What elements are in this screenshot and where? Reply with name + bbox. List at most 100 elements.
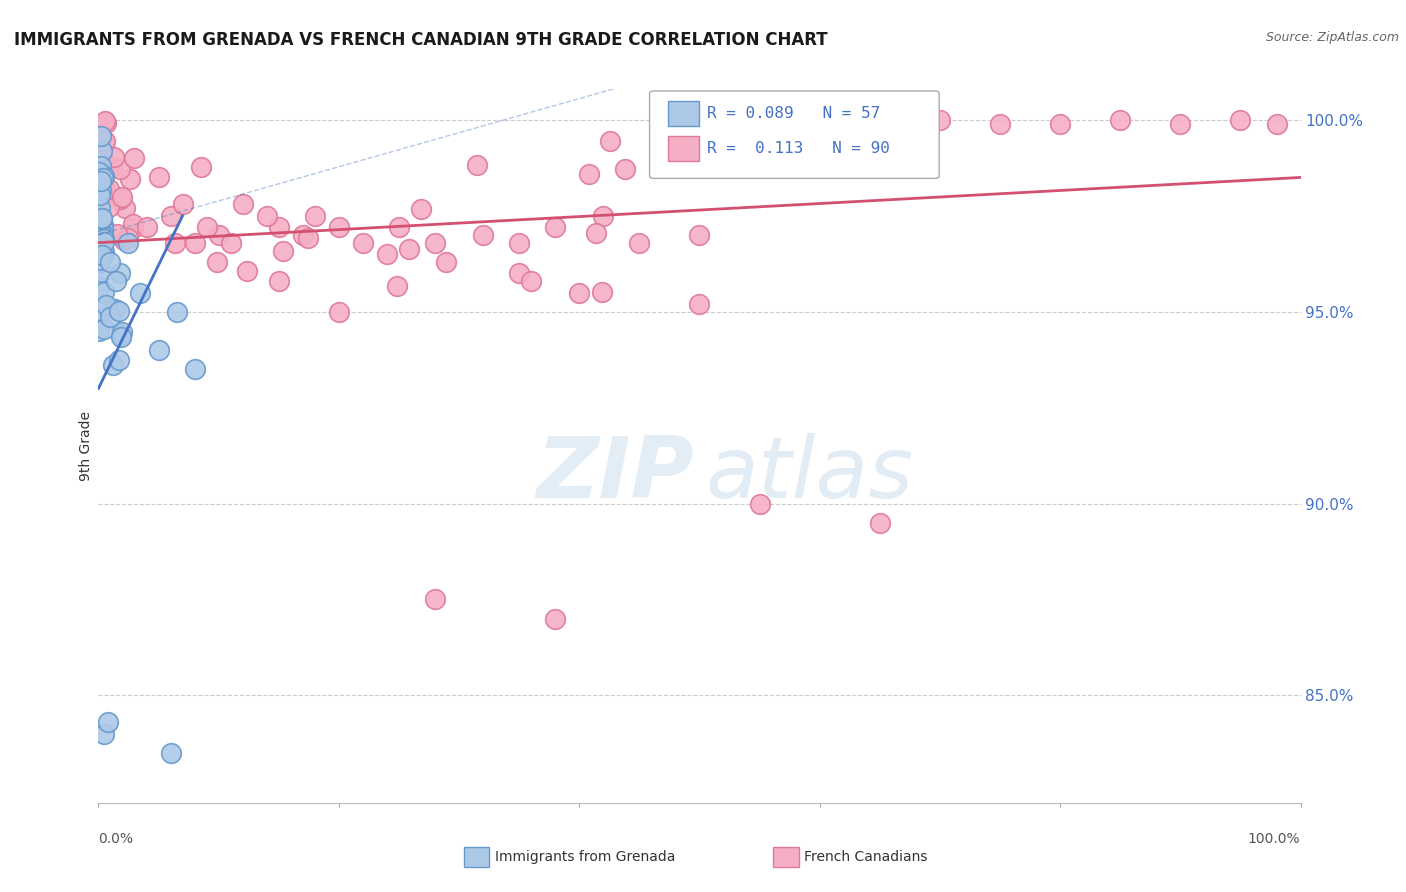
Point: [520, 274, 543, 288]
Point: [111, 189, 134, 203]
Point: [1049, 117, 1071, 131]
Text: Immigrants from Grenada: Immigrants from Grenada: [495, 850, 675, 864]
Point: [89, 201, 111, 215]
Point: [105, 274, 128, 288]
Point: [236, 264, 259, 278]
Point: [423, 592, 446, 607]
Point: [108, 192, 131, 206]
Point: [183, 235, 205, 250]
Point: [89, 213, 111, 227]
Point: [267, 274, 290, 288]
Point: [398, 243, 420, 257]
Point: [375, 247, 398, 261]
Point: [135, 220, 157, 235]
Text: ZIP: ZIP: [536, 433, 693, 516]
Point: [388, 220, 411, 235]
Point: [94, 116, 117, 130]
Point: [124, 151, 146, 165]
Point: [352, 235, 374, 250]
Point: [100, 255, 122, 269]
Point: [1170, 117, 1192, 131]
Point: [91, 211, 114, 226]
Point: [591, 285, 613, 299]
Point: [98, 310, 121, 324]
Point: [90, 159, 112, 173]
Point: [808, 112, 831, 127]
Point: [165, 235, 187, 250]
Point: [508, 266, 530, 280]
Point: [208, 227, 231, 242]
Point: [87, 256, 110, 270]
Point: [117, 235, 139, 250]
Point: [97, 182, 120, 196]
Point: [689, 227, 711, 242]
Point: [87, 280, 110, 294]
Point: [628, 235, 651, 250]
Point: [869, 516, 891, 530]
Point: [91, 233, 114, 247]
Point: [232, 197, 254, 211]
Point: [159, 209, 181, 223]
Text: Source: ZipAtlas.com: Source: ZipAtlas.com: [1265, 31, 1399, 45]
Point: [108, 352, 131, 367]
Point: [93, 285, 115, 300]
Point: [89, 235, 111, 249]
Point: [328, 220, 350, 235]
Point: [304, 209, 326, 223]
Point: [87, 164, 110, 178]
Point: [97, 715, 120, 730]
Point: [205, 255, 228, 269]
Point: [91, 219, 114, 233]
Point: [1109, 112, 1132, 127]
Point: [107, 304, 129, 318]
Point: [101, 160, 124, 174]
Point: [93, 235, 115, 249]
Point: [689, 297, 711, 311]
Point: [114, 202, 136, 216]
Point: [271, 244, 294, 258]
Point: [508, 235, 530, 250]
Point: [94, 297, 117, 311]
Point: [93, 245, 115, 260]
Point: [93, 169, 115, 184]
Point: [89, 253, 111, 268]
Point: [172, 197, 194, 211]
Text: French Canadians: French Canadians: [804, 850, 928, 864]
Point: [411, 202, 433, 217]
Point: [1265, 117, 1288, 131]
Point: [267, 220, 290, 235]
Point: [166, 304, 188, 318]
Y-axis label: 9th Grade: 9th Grade: [79, 411, 93, 481]
Point: [93, 137, 115, 152]
Point: [90, 144, 112, 158]
Point: [90, 244, 112, 258]
Point: [219, 235, 242, 250]
Point: [613, 162, 636, 177]
Point: [568, 285, 591, 300]
Point: [328, 304, 350, 318]
Point: [472, 227, 495, 242]
Point: [291, 227, 314, 242]
Point: [93, 322, 115, 336]
Point: [434, 255, 457, 269]
Point: [578, 167, 600, 181]
Text: 0.0%: 0.0%: [98, 832, 134, 846]
Text: 100.0%: 100.0%: [1249, 832, 1301, 846]
Point: [91, 227, 114, 241]
Point: [91, 221, 114, 235]
Point: [148, 343, 170, 357]
Point: [103, 150, 125, 164]
Point: [544, 612, 567, 626]
Point: [599, 134, 621, 148]
Point: [121, 221, 143, 235]
Point: [90, 183, 112, 197]
Point: [1229, 112, 1251, 127]
Point: [928, 112, 950, 127]
Point: [195, 220, 218, 235]
Text: R =  0.113   N = 90: R = 0.113 N = 90: [707, 142, 890, 156]
Point: [90, 248, 112, 262]
Point: [117, 231, 139, 245]
Point: [89, 160, 111, 174]
Point: [256, 209, 278, 223]
Point: [159, 746, 181, 760]
